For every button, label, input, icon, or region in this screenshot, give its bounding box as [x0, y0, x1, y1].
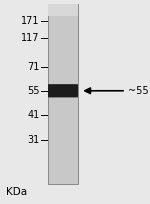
FancyBboxPatch shape — [48, 84, 78, 97]
Text: 31: 31 — [27, 135, 40, 145]
Text: 71: 71 — [27, 62, 40, 72]
Bar — [48, 4, 78, 184]
Text: 41: 41 — [27, 110, 40, 120]
Bar — [48, 4, 78, 16]
Text: 171: 171 — [21, 16, 40, 27]
Text: 117: 117 — [21, 33, 40, 43]
Text: KDa: KDa — [6, 187, 27, 197]
Text: 55: 55 — [27, 86, 40, 96]
Text: ~55 kDa: ~55 kDa — [128, 86, 150, 96]
